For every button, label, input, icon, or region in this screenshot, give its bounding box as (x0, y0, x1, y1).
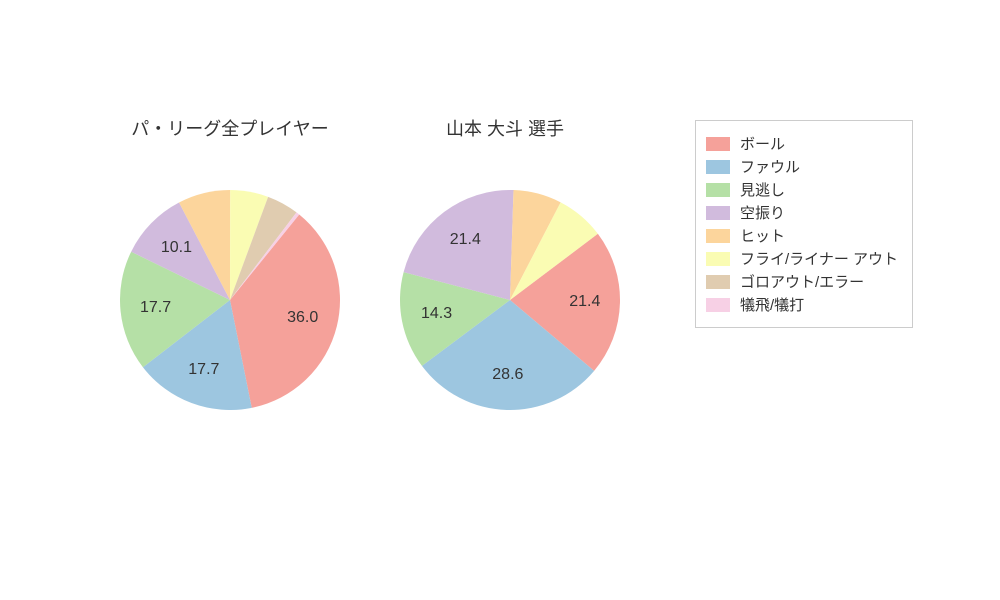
legend-item-flyliner: フライ/ライナー アウト (706, 248, 898, 269)
pie-chart-player: 21.4 28.6 14.3 21.4 (400, 190, 620, 410)
legend-item-foul: ファウル (706, 156, 898, 177)
legend-swatch-sac (706, 298, 730, 312)
pie-label-player-look: 14.3 (421, 305, 452, 323)
legend-swatch-flyliner (706, 252, 730, 266)
legend-label-ball: ボール (740, 133, 785, 154)
legend-item-sac: 犠飛/犠打 (706, 294, 898, 315)
legend-item-look: 見逃し (706, 179, 898, 200)
legend-item-swing: 空振り (706, 202, 898, 223)
legend-item-ball: ボール (706, 133, 898, 154)
legend-swatch-hit (706, 229, 730, 243)
legend-item-groundout: ゴロアウト/エラー (706, 271, 898, 292)
pie-title-player: 山本 大斗 選手 (395, 115, 615, 141)
pie-label-player-foul: 28.6 (492, 366, 523, 384)
legend-label-swing: 空振り (740, 202, 785, 223)
pie-title-league: パ・リーグ全プレイヤー (110, 115, 350, 141)
legend-label-sac: 犠飛/犠打 (740, 294, 804, 315)
legend-swatch-look (706, 183, 730, 197)
legend-label-foul: ファウル (740, 156, 800, 177)
legend-label-hit: ヒット (740, 225, 785, 246)
legend-label-look: 見逃し (740, 179, 785, 200)
legend-item-hit: ヒット (706, 225, 898, 246)
legend-label-flyliner: フライ/ライナー アウト (740, 248, 898, 269)
legend-swatch-foul (706, 160, 730, 174)
pie-label-player-swing: 21.4 (450, 231, 481, 249)
pie-label-league-swing: 10.1 (161, 239, 192, 257)
pie-label-player-ball: 21.4 (569, 293, 600, 311)
legend-swatch-groundout (706, 275, 730, 289)
legend-label-groundout: ゴロアウト/エラー (740, 271, 864, 292)
pie-label-league-foul: 17.7 (188, 361, 219, 379)
pie-label-league-look: 17.7 (140, 299, 171, 317)
chart-stage: パ・リーグ全プレイヤー 山本 大斗 選手 36.0 17.7 17.7 10.1 21… (0, 0, 1000, 600)
pie-label-league-ball: 36.0 (287, 309, 318, 327)
legend: ボールファウル見逃し空振りヒットフライ/ライナー アウトゴロアウト/エラー犠飛/… (695, 120, 913, 328)
legend-swatch-swing (706, 206, 730, 220)
legend-swatch-ball (706, 137, 730, 151)
pie-chart-league: 36.0 17.7 17.7 10.1 (120, 190, 340, 410)
